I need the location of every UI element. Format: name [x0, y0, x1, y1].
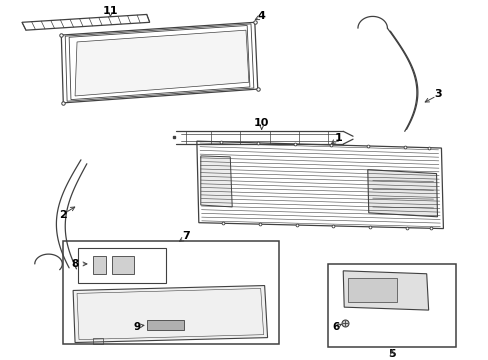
Text: 3: 3: [434, 89, 442, 99]
Bar: [146, 320, 183, 330]
Bar: [78, 248, 166, 283]
Text: 2: 2: [59, 210, 67, 220]
Polygon shape: [197, 141, 443, 229]
Polygon shape: [201, 156, 232, 207]
Bar: [328, 264, 455, 347]
Text: 9: 9: [133, 322, 140, 332]
Bar: [112, 256, 134, 274]
Text: 5: 5: [388, 349, 395, 359]
Bar: [93, 256, 106, 274]
Text: 10: 10: [253, 118, 269, 129]
Polygon shape: [22, 14, 149, 30]
Text: 7: 7: [182, 231, 189, 242]
Polygon shape: [367, 170, 437, 217]
Text: 4: 4: [257, 12, 265, 21]
Bar: [347, 278, 396, 302]
Text: 1: 1: [334, 133, 342, 143]
Bar: [63, 241, 279, 345]
Text: 6: 6: [332, 322, 339, 332]
Text: 11: 11: [102, 5, 118, 15]
Polygon shape: [343, 271, 428, 310]
Polygon shape: [73, 285, 267, 342]
Text: 8: 8: [71, 259, 79, 269]
Polygon shape: [75, 30, 248, 96]
